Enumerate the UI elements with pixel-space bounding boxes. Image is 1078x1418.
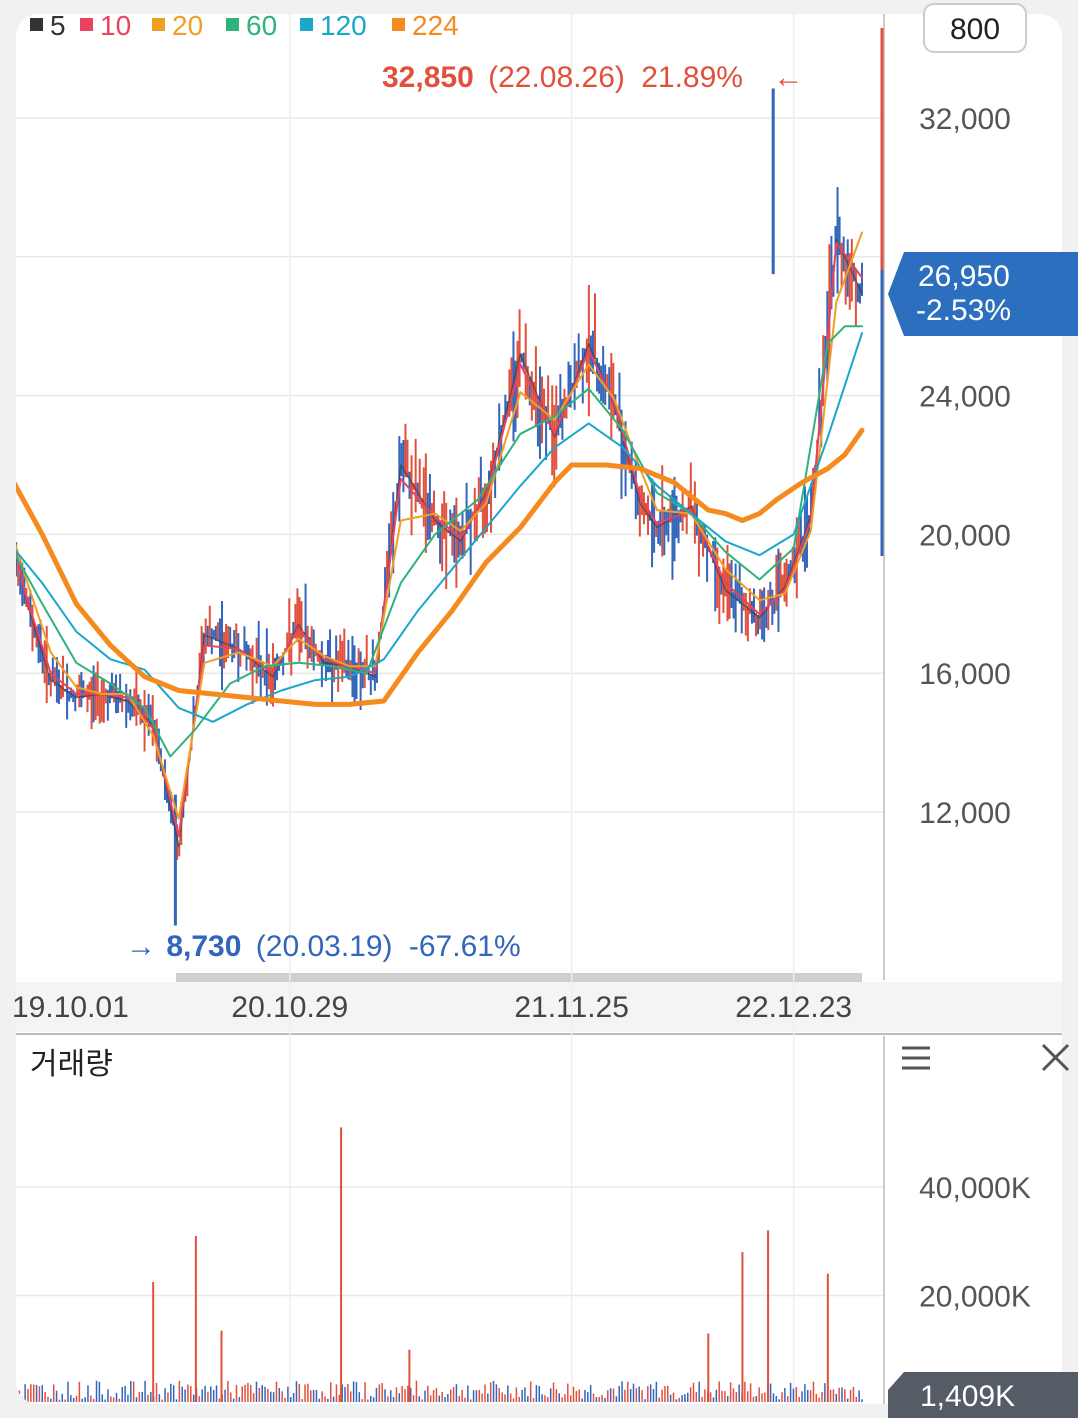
low-date: (20.03.19) xyxy=(256,930,393,963)
price-tick-label: 16,000 xyxy=(919,658,1011,691)
date-axis: 19.10.01 20.10.29 21.11.25 22.12.23 xyxy=(12,991,852,1024)
ma-line-20 xyxy=(16,231,863,820)
legend-label-20[interactable]: 20 xyxy=(172,10,203,41)
ma-line-120 xyxy=(16,332,863,723)
current-price: 26,950 xyxy=(918,260,1010,293)
volume-axis: 40,000K 20,000K xyxy=(919,1172,1031,1314)
chart-panel xyxy=(16,14,1062,1404)
date-tick-label: 20.10.29 xyxy=(231,991,348,1024)
date-gridlines xyxy=(289,14,795,1404)
price-tick-label: 12,000 xyxy=(919,797,1011,830)
current-change: -2.53% xyxy=(916,294,1011,327)
date-axis-band xyxy=(16,982,1062,1032)
legend-label-120[interactable]: 120 xyxy=(320,10,367,41)
hamburger-menu-icon[interactable] xyxy=(902,1046,930,1070)
scrollbar-thumb[interactable] xyxy=(176,973,862,982)
legend-label-224[interactable]: 224 xyxy=(412,10,459,41)
legend-swatch xyxy=(300,18,313,31)
legend-label-5[interactable]: 5 xyxy=(50,10,66,41)
volume-tick-label: 40,000K xyxy=(919,1172,1031,1205)
date-tick-label: 22.12.23 xyxy=(735,991,852,1024)
price-candles xyxy=(16,88,863,926)
interval-badge[interactable]: 800 xyxy=(923,3,1027,53)
legend-swatch xyxy=(80,18,93,31)
price-tick-label: 32,000 xyxy=(919,103,1011,136)
date-tick-label: 21.11.25 xyxy=(514,991,629,1024)
close-icon[interactable] xyxy=(1041,1043,1070,1072)
interval-badge-label: 800 xyxy=(950,13,1000,46)
current-volume-badge: 1,409K xyxy=(888,1372,1078,1418)
date-tick-label: 19.10.01 xyxy=(12,991,129,1024)
low-arrow-icon: → xyxy=(126,930,156,963)
price-axis: 32,000 24,000 20,000 16,000 12,000 xyxy=(919,103,1011,830)
volume-gridlines xyxy=(16,1186,884,1297)
volume-title: 거래량 xyxy=(30,1048,113,1081)
price-tick-label: 20,000 xyxy=(919,519,1011,552)
high-date: (22.08.26) xyxy=(488,61,625,94)
high-price: 32,850 xyxy=(382,61,474,94)
price-tick-label: 24,000 xyxy=(919,381,1011,414)
ma-line-60 xyxy=(16,325,863,758)
legend-label-10[interactable]: 10 xyxy=(100,10,131,41)
low-change: -67.61% xyxy=(409,930,521,963)
low-annotation: → 8,730 (20.03.19) -67.61% xyxy=(126,930,521,963)
ma-line-10 xyxy=(16,241,863,838)
current-volume: 1,409K xyxy=(920,1380,1015,1413)
volume-tick-label: 20,000K xyxy=(919,1281,1031,1314)
high-annotation: 32,850 (22.08.26) 21.89% ← xyxy=(382,61,803,94)
high-arrow-icon: ← xyxy=(773,61,803,94)
legend-swatch xyxy=(392,18,405,31)
legend-swatch xyxy=(226,18,239,31)
low-price: 8,730 xyxy=(166,930,241,963)
ma-legend[interactable]: 5 10 20 60 120 224 xyxy=(30,10,459,41)
volume-bars xyxy=(16,1127,863,1402)
ma-line-5 xyxy=(16,238,863,848)
legend-swatch xyxy=(30,18,43,31)
legend-label-60[interactable]: 60 xyxy=(246,10,277,41)
current-price-badge: 26,950 -2.53% xyxy=(888,252,1078,336)
ma-line-224 xyxy=(16,427,865,707)
high-change: 21.89% xyxy=(641,61,743,94)
legend-swatch xyxy=(152,18,165,31)
